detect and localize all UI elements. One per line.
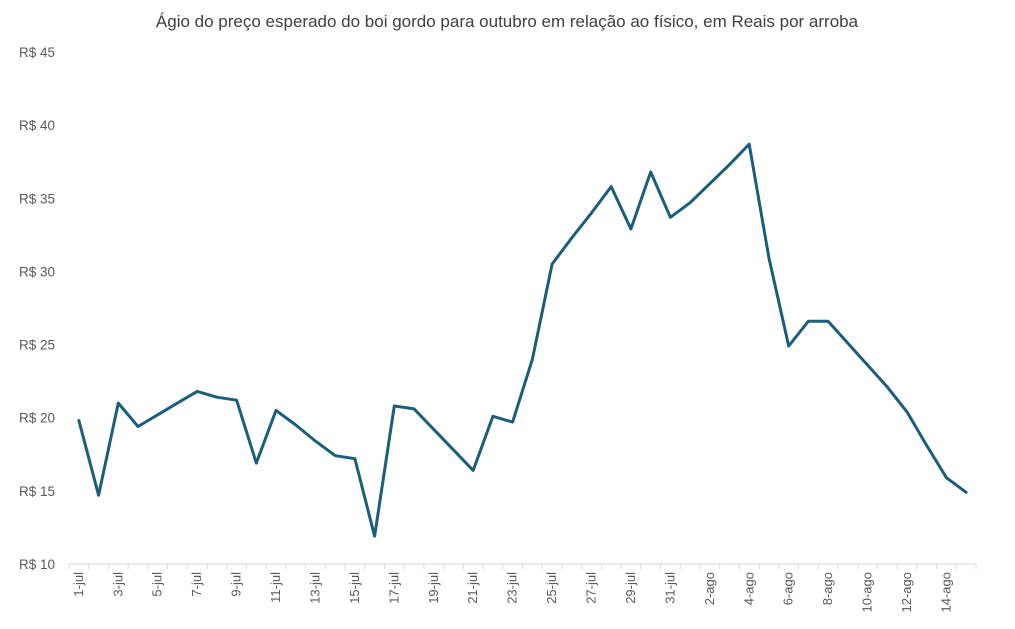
x-tick-label: 13-jul — [307, 572, 322, 604]
x-tick-label: 10-ago — [860, 572, 875, 612]
y-tick-label: R$ 25 — [19, 338, 55, 353]
x-tick-label: 2-ago — [702, 572, 717, 605]
chart-title: Ágio do preço esperado do boi gordo para… — [156, 12, 859, 31]
x-tick-label: 19-jul — [426, 572, 441, 604]
x-axis-tick-marks — [68, 564, 977, 569]
x-tick-label: 25-jul — [544, 572, 559, 604]
x-tick-label: 4-ago — [741, 572, 756, 605]
x-tick-label: 17-jul — [386, 572, 401, 604]
y-tick-label: R$ 40 — [19, 118, 55, 133]
x-tick-label: 8-ago — [820, 572, 835, 605]
x-tick-label: 1-jul — [71, 572, 86, 597]
y-tick-label: R$ 30 — [19, 264, 55, 279]
x-tick-label: 5-jul — [150, 572, 165, 597]
x-tick-label: 12-ago — [899, 572, 914, 612]
y-tick-label: R$ 10 — [19, 557, 55, 572]
x-tick-label: 21-jul — [465, 572, 480, 604]
x-tick-label: 9-jul — [229, 572, 244, 597]
series-layer — [77, 142, 968, 538]
x-axis-tick-labels: 1-jul 3-jul 5-jul 7-jul 9-jul 11-jul 13-jul 15-… — [71, 572, 954, 613]
y-tick-label: R$ 45 — [19, 45, 55, 60]
y-tick-label: R$ 35 — [19, 191, 55, 206]
x-tick-label: 29-jul — [623, 572, 638, 604]
series-line — [77, 142, 968, 538]
y-axis-tick-labels: R$ 10 R$ 15 R$ 20 R$ 25 R$ 30 R$ 35 R$ 40 R$ 45 — [19, 45, 55, 572]
y-tick-label: R$ 15 — [19, 484, 55, 499]
x-tick-label: 31-jul — [662, 572, 677, 604]
x-tick-label: 15-jul — [347, 572, 362, 604]
x-tick-label: 23-jul — [505, 572, 520, 604]
x-tick-label: 6-ago — [781, 572, 796, 605]
x-tick-label: 7-jul — [189, 572, 204, 597]
x-tick-label: 11-jul — [268, 572, 283, 603]
x-tick-label: 27-jul — [584, 572, 599, 604]
y-tick-label: R$ 20 — [19, 411, 55, 426]
x-tick-label: 14-ago — [938, 572, 953, 612]
x-tick-label: 3-jul — [110, 572, 125, 597]
